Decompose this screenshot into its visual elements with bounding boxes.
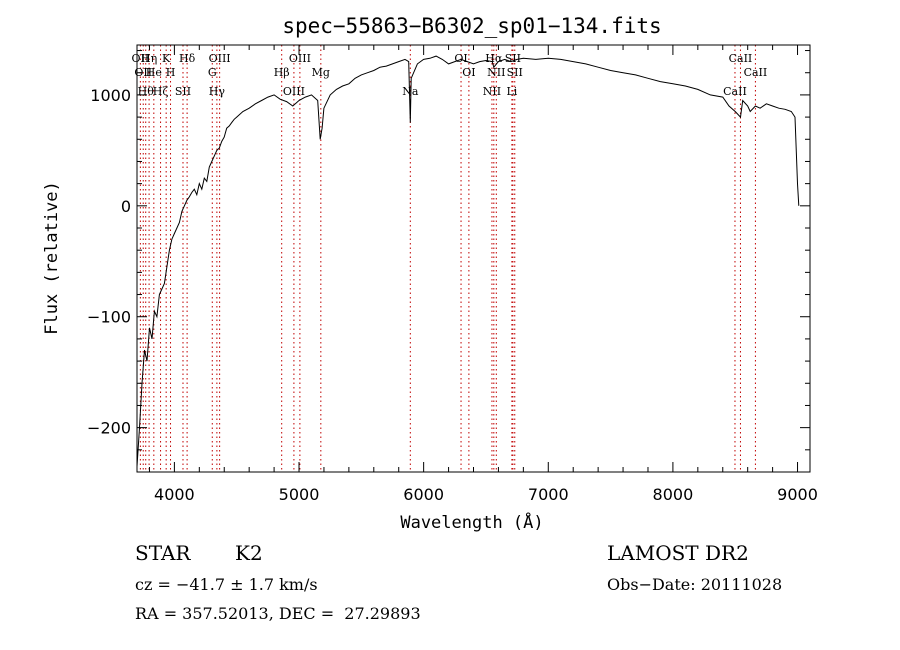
line-marker-label: CaII xyxy=(744,66,768,79)
line-marker-label: Hα xyxy=(485,52,503,65)
coordinates-text: RA = 357.52013, DEC = 27.29893 xyxy=(135,604,421,623)
object-class: STAR xyxy=(135,541,191,565)
line-marker-label: SII xyxy=(175,85,191,98)
line-marker-label: OI xyxy=(462,66,475,79)
x-tick-label: 9000 xyxy=(777,485,818,504)
line-marker-label: NII xyxy=(487,66,505,79)
y-tick-label: 1000 xyxy=(90,86,131,105)
chart-title: spec−55863−B6302_sp01−134.fits xyxy=(282,14,661,38)
x-axis-label: Wavelength (Å) xyxy=(400,511,543,533)
line-marker-label: Hβ xyxy=(274,66,290,79)
x-tick-label: 7000 xyxy=(528,485,569,504)
line-marker-label: Hθ xyxy=(138,85,155,98)
spectral-line-labels: OIIOIIHθHηHeHζKHSIIHδGHγOIIIHβOIIIOIIIMg… xyxy=(132,52,768,98)
x-tick-label: 4000 xyxy=(154,485,195,504)
line-marker-label: Li xyxy=(506,85,517,98)
x-tick-label: 5000 xyxy=(279,485,320,504)
line-marker-label: CaII xyxy=(723,85,747,98)
line-marker-label: He xyxy=(146,66,162,79)
line-marker-label: Mg xyxy=(312,66,330,79)
spectral-line-markers xyxy=(139,45,756,472)
spectrum-line xyxy=(136,55,800,467)
line-marker-label: OII xyxy=(134,66,152,79)
x-tick-label: 6000 xyxy=(403,485,444,504)
x-tick-label: 8000 xyxy=(653,485,694,504)
line-marker-label: OIII xyxy=(289,52,311,65)
line-marker-label: NII xyxy=(483,85,501,98)
line-marker-label: OIII xyxy=(283,85,305,98)
y-tick-label: 0 xyxy=(121,197,131,216)
object-subclass: K2 xyxy=(235,541,263,565)
line-marker-label: H xyxy=(166,66,176,79)
line-marker-label: SII xyxy=(507,66,523,79)
line-marker-label: OI xyxy=(454,52,467,65)
line-marker-label: SII xyxy=(505,52,521,65)
y-tick-label: −100 xyxy=(87,308,131,327)
obs-date-text: Obs−Date: 20111028 xyxy=(607,575,783,594)
line-marker-label: Hδ xyxy=(179,52,196,65)
y-axis-ticks: −200 −100 0 1000 xyxy=(87,50,810,473)
line-marker-label: OII xyxy=(132,52,150,65)
y-axis-label: Flux (relative) xyxy=(42,181,62,335)
plot-frame xyxy=(136,44,811,473)
survey-name: LAMOST DR2 xyxy=(607,541,749,565)
line-marker-label: Hη xyxy=(141,52,157,65)
y-tick-label: −200 xyxy=(87,419,131,438)
line-marker-label: K xyxy=(162,52,171,65)
line-marker-label: OIII xyxy=(209,52,231,65)
line-marker-label: CaII xyxy=(729,52,753,65)
x-axis-ticks: 4000 5000 6000 7000 8000 9000 xyxy=(148,45,818,504)
redshift-text: cz = −41.7 ± 1.7 km/s xyxy=(135,575,318,594)
line-marker-label: G xyxy=(208,66,217,79)
line-marker-label: Hζ xyxy=(153,85,169,98)
line-marker-label: Hγ xyxy=(209,85,226,98)
